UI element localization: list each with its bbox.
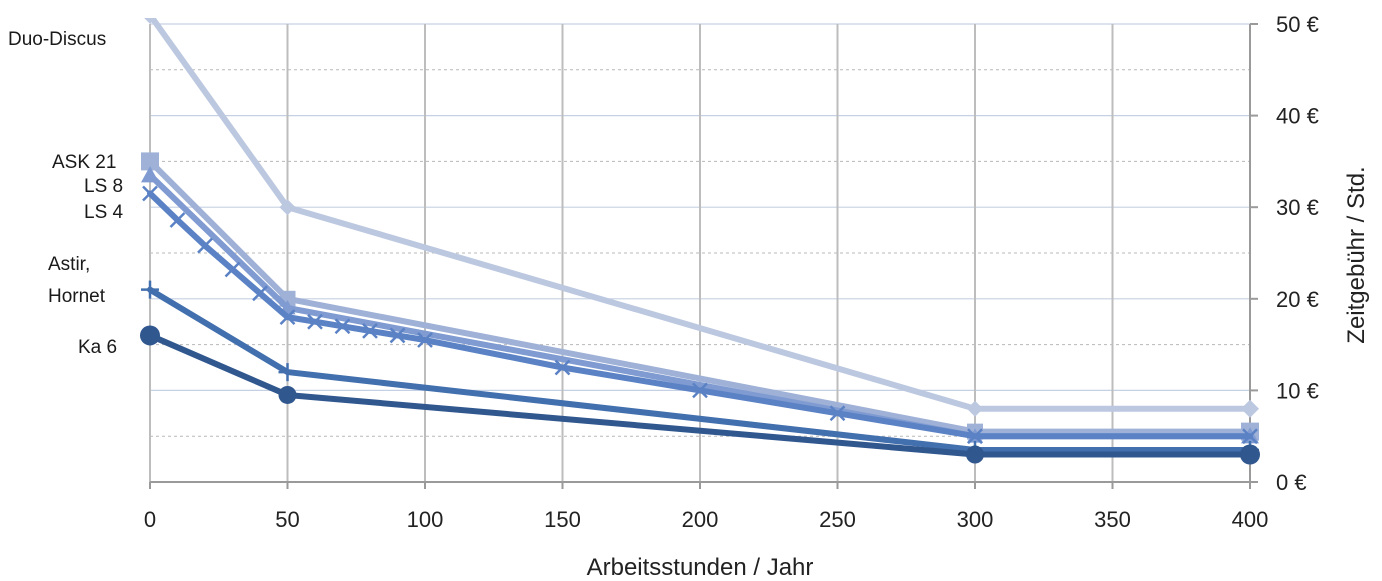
y-tick-label: 0 € (1276, 470, 1307, 495)
x-axis-title: Arbeitsstunden / Jahr (587, 554, 814, 581)
x-marker (142, 185, 158, 202)
x-tick-label: 50 (275, 507, 299, 532)
series-label: LS 8 (84, 176, 123, 197)
x-marker (1242, 428, 1258, 445)
square-marker (141, 152, 159, 171)
series-label: Ka 6 (78, 337, 117, 358)
series-line (147, 190, 1253, 440)
x-marker (417, 332, 433, 348)
circle-marker (140, 325, 160, 346)
x-marker (692, 382, 708, 399)
x-marker (169, 212, 186, 228)
x-marker (224, 261, 241, 278)
x-marker (252, 285, 268, 302)
x-marker (334, 318, 351, 335)
y-tick-label: 40 € (1276, 104, 1319, 129)
y-tick-label: 30 € (1276, 195, 1319, 220)
x-tick-label: 200 (682, 507, 719, 532)
series-line (147, 286, 1253, 453)
series-label: ASK 21 (52, 152, 116, 173)
x-tick-label: 300 (957, 507, 994, 532)
series-label: Hornet (48, 286, 106, 307)
series-line (147, 332, 1253, 458)
x-marker (829, 405, 846, 422)
series-line (147, 158, 1253, 435)
series-label: Astir, (48, 254, 90, 275)
circle-marker (966, 445, 984, 464)
x-marker (389, 327, 406, 344)
y-axis-title: Zeitgebühr / Std. (1343, 166, 1370, 343)
y-tick-label: 10 € (1276, 378, 1319, 403)
circle-marker (278, 385, 297, 404)
x-tick-label: 0 (144, 507, 156, 532)
x-tick-label: 150 (544, 507, 581, 532)
plus-marker (141, 280, 159, 299)
grid (149, 23, 1251, 482)
tick-labels: 0 50 100 150 200 250 300 350 400 0 € 10 € 20 € 30 € 4… (144, 12, 1319, 532)
series-ls-4 (142, 185, 1258, 445)
triangle-marker (141, 166, 159, 183)
diamond-marker (967, 400, 983, 417)
x-tick-label: 100 (407, 507, 444, 532)
x-marker (554, 359, 571, 376)
x-marker (197, 237, 213, 254)
plus-marker (278, 363, 297, 382)
series-line (148, 18, 1253, 412)
series-labels: Duo-Discus ASK 21 LS 8 LS 4 Astir, Hornet Ka 6 (8, 29, 124, 358)
circle-marker (1240, 444, 1260, 465)
x-tick-label: 250 (819, 507, 856, 532)
series-group (140, 18, 1260, 465)
series-label: Duo-Discus (8, 29, 106, 50)
x-marker (362, 322, 378, 339)
x-tick-label: 350 (1094, 507, 1131, 532)
diamond-marker (1241, 399, 1259, 418)
diamond-marker (144, 18, 156, 24)
x-tick-label: 400 (1232, 507, 1269, 532)
series-duo-discus (144, 18, 1259, 418)
series-label: LS 4 (84, 202, 124, 223)
x-marker (307, 313, 323, 330)
y-tick-label: 20 € (1276, 287, 1319, 312)
series-ka-6 (140, 325, 1260, 465)
x-marker (967, 428, 983, 445)
y-tick-label: 50 € (1276, 12, 1319, 37)
x-marker (279, 309, 296, 326)
diamond-marker (279, 199, 296, 216)
